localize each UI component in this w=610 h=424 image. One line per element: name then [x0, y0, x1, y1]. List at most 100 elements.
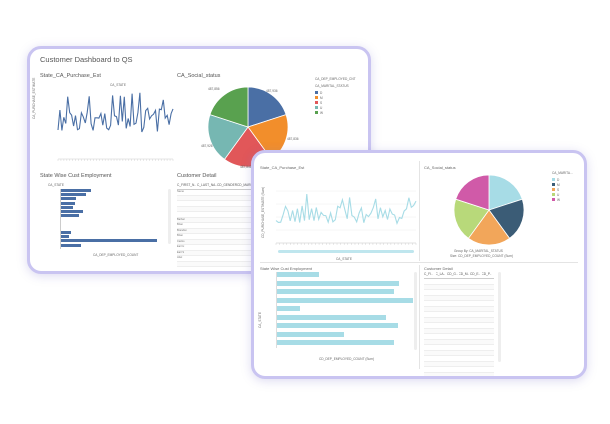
table-row[interactable]	[424, 279, 494, 285]
column-header[interactable]: C_FI..	[424, 272, 433, 276]
line-chart-2[interactable]	[275, 190, 417, 245]
bar[interactable]	[277, 314, 386, 320]
pie-slice[interactable]	[209, 86, 249, 128]
table-row[interactable]	[424, 345, 494, 351]
bar-chart-scrollbar[interactable]	[168, 189, 171, 244]
bar-chart-2-scrollbar[interactable]	[414, 272, 417, 350]
table-2-title[interactable]: Customer Detail	[424, 266, 453, 271]
bar-chart-xlabel: CA_DEP_EMPLOYED_COUNT	[93, 253, 139, 257]
column-header[interactable]: CD_E..	[470, 272, 481, 276]
pie-slice[interactable]	[455, 174, 490, 211]
pie-chart-2-title[interactable]: CA_Social_status	[424, 165, 456, 170]
bar[interactable]	[277, 297, 413, 303]
column-header[interactable]: CD_G..	[447, 272, 458, 276]
pie-chart-2[interactable]	[453, 174, 525, 246]
pie-chart-1[interactable]	[207, 86, 289, 168]
bar[interactable]	[61, 201, 75, 205]
table-row[interactable]	[424, 284, 494, 290]
line-chart-2-title[interactable]: State_CA_Purchase_Est	[260, 165, 305, 170]
customer-table-2[interactable]: C_FI.. C_LA.. CD_G.. CD_M.. CD_E.. CD_P..	[424, 272, 494, 376]
table-cell	[217, 262, 237, 267]
bar[interactable]	[277, 289, 394, 294]
table-row[interactable]	[424, 323, 494, 329]
column-header[interactable]: CD_GENDER	[217, 183, 237, 187]
table-row[interactable]	[424, 334, 494, 340]
legend-item[interactable]: U	[552, 192, 580, 197]
bar[interactable]	[61, 231, 71, 234]
line-chart-2-scrollbar[interactable]	[278, 250, 414, 253]
pie-slice[interactable]	[207, 114, 249, 160]
table-row[interactable]	[424, 350, 494, 356]
table-row[interactable]	[424, 361, 494, 367]
line-chart-title[interactable]: State_CA_Purchase_Est	[40, 73, 101, 79]
pie-slice[interactable]	[488, 174, 523, 211]
table-2-scrollbar[interactable]	[498, 272, 501, 362]
table-row[interactable]	[424, 378, 494, 379]
pie-slice[interactable]	[247, 86, 287, 128]
legend-item[interactable]: D	[315, 90, 363, 95]
bar[interactable]	[61, 210, 83, 213]
pie-chart-2-caption: Group By: CA_MARITAL_STATUS	[454, 249, 503, 253]
legend-item[interactable]: M	[315, 95, 363, 100]
table-cell	[482, 334, 494, 339]
legend-swatch	[315, 96, 318, 99]
legend-item[interactable]: S	[315, 100, 363, 105]
table-row[interactable]	[424, 301, 494, 307]
column-header[interactable]: C_LA..	[435, 272, 446, 276]
table-cell: Earl S	[177, 250, 185, 254]
column-header[interactable]: C_FIRST_N..	[177, 183, 197, 187]
bar[interactable]	[61, 243, 81, 247]
legend-item[interactable]: S	[552, 187, 580, 192]
bar[interactable]	[277, 306, 301, 311]
bar[interactable]	[61, 193, 86, 197]
table-title[interactable]: Customer Detail	[177, 173, 217, 179]
table-row[interactable]	[424, 372, 494, 376]
bar[interactable]	[61, 189, 91, 192]
table-row[interactable]	[424, 339, 494, 345]
bar[interactable]	[277, 323, 399, 328]
bar[interactable]	[277, 280, 400, 286]
bar[interactable]	[277, 272, 320, 277]
table-row[interactable]	[424, 295, 494, 301]
bar[interactable]	[277, 340, 394, 345]
legend-item[interactable]: U	[315, 105, 363, 110]
table-cell	[459, 296, 471, 301]
column-header[interactable]: CD_MARITAL	[237, 183, 257, 187]
bar[interactable]	[61, 239, 157, 243]
bar[interactable]	[61, 197, 76, 201]
column-header[interactable]: CD_P..	[481, 272, 492, 276]
bar-chart-2[interactable]	[276, 272, 413, 348]
table-cell	[470, 378, 482, 379]
bar-chart-2-title[interactable]: State Wise Cust Employment	[260, 266, 313, 271]
table-cell	[424, 279, 436, 284]
line-chart-1[interactable]	[57, 89, 174, 161]
table-row[interactable]	[424, 312, 494, 318]
table-cell	[459, 340, 471, 345]
legend-item[interactable]: W	[552, 197, 580, 202]
table-cell	[470, 312, 482, 317]
table-row[interactable]	[424, 317, 494, 323]
table-row[interactable]	[424, 328, 494, 334]
pie-slice[interactable]	[453, 198, 490, 239]
table-cell	[217, 212, 237, 217]
column-header[interactable]: CD_M..	[458, 272, 470, 276]
bar-chart-1[interactable]	[60, 189, 161, 249]
pie-slice[interactable]	[467, 209, 511, 246]
table-row[interactable]	[424, 356, 494, 362]
pie-slice[interactable]	[488, 198, 525, 239]
pie-chart-title[interactable]: CA_Social_status	[177, 73, 221, 79]
bar[interactable]	[61, 205, 73, 209]
bar[interactable]	[61, 214, 79, 218]
column-header[interactable]: C_LAST_NA..	[197, 183, 217, 187]
bar[interactable]	[277, 331, 344, 337]
table-row[interactable]	[424, 306, 494, 312]
legend-item[interactable]: W	[315, 110, 363, 115]
table-cell	[482, 351, 494, 356]
bar[interactable]	[61, 235, 69, 239]
bar-chart-title[interactable]: State Wise Cust Employment	[40, 173, 112, 179]
legend-item[interactable]: D	[552, 177, 580, 182]
legend-item[interactable]: M	[552, 182, 580, 187]
table-row[interactable]	[424, 367, 494, 373]
pie-legend-title: CA_DEP_EMPLOYED_CNT	[315, 77, 356, 81]
table-row[interactable]	[424, 290, 494, 296]
